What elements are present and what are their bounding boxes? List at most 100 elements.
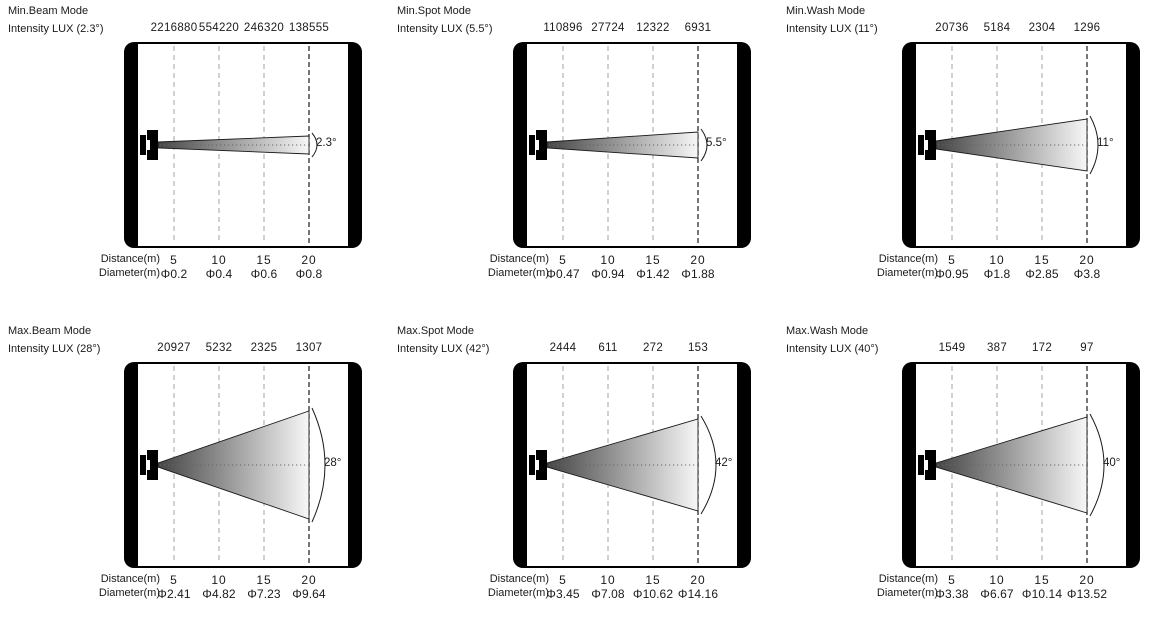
distance-label: Distance(m) (878, 573, 938, 585)
intensity-values: 2444 611 272 153 (389, 342, 778, 356)
beam-angle-label: 42° (715, 457, 733, 469)
panel-title: Min.Spot Mode (397, 5, 471, 17)
beam-angle-label: 28° (324, 457, 342, 469)
intensity-value: 272 (642, 342, 664, 354)
diameter-value: Φ2.85 (1025, 267, 1059, 281)
diameter-value: Φ7.23 (247, 587, 281, 601)
diameter-value: Φ0.95 (935, 267, 969, 281)
beam-diagram: 28° (124, 362, 362, 568)
panel-title: Min.Wash Mode (786, 5, 866, 17)
diameter-value: Φ3.8 (1073, 267, 1101, 281)
diameter-value: Φ6.67 (980, 587, 1014, 601)
diameter-value: Φ2.41 (157, 587, 191, 601)
beam-svg (918, 366, 1105, 564)
intensity-values: 2216880 554220 246320 138555 (0, 22, 389, 36)
diameter-value: Φ4.82 (202, 587, 236, 601)
diameter-row: Diameter(m) Φ3.38 Φ6.67 Φ10.14 Φ13.52 (778, 587, 1166, 601)
beam-diagram: 5.5° (513, 42, 751, 248)
intensity-value: 27724 (591, 22, 625, 34)
distance-value: 15 (645, 253, 661, 267)
intensity-value: 5184 (983, 22, 1011, 34)
intensity-value: 172 (1031, 342, 1053, 354)
diameter-label: Diameter(m) (487, 267, 549, 279)
distance-label: Distance(m) (100, 253, 160, 265)
intensity-value: 387 (986, 342, 1008, 354)
intensity-value: 153 (687, 342, 709, 354)
intensity-values: 110896 27724 12322 6931 (389, 22, 778, 36)
beam-mode-panel: Min.Wash Mode Intensity LUX (11°) 20736 5… (778, 0, 1166, 320)
distance-value: 5 (559, 253, 567, 267)
distance-value: 10 (211, 253, 227, 267)
intensity-value: 554220 (198, 22, 240, 34)
intensity-value: 5232 (205, 342, 233, 354)
beam-svg (918, 46, 1099, 244)
beam-mode-panel: Min.Spot Mode Intensity LUX (5.5°) 11089… (389, 0, 778, 320)
intensity-label: Intensity LUX (5.5°) (397, 23, 493, 35)
beam-svg (529, 366, 717, 564)
beam-mode-panel: Min.Beam Mode Intensity LUX (2.3°) 22168… (0, 0, 389, 320)
distance-value: 5 (170, 573, 178, 587)
diameter-value: Φ7.08 (591, 587, 625, 601)
distance-label: Distance(m) (489, 253, 549, 265)
intensity-value: 138555 (288, 22, 330, 34)
panel-title: Max.Wash Mode (786, 325, 869, 337)
diameter-value: Φ0.4 (205, 267, 233, 281)
beam-angle-label: 5.5° (706, 137, 727, 149)
intensity-value: 246320 (243, 22, 285, 34)
intensity-values: 1549 387 172 97 (778, 342, 1166, 356)
distance-value: 20 (301, 253, 317, 267)
diameter-value: Φ0.2 (160, 267, 188, 281)
diameter-row: Diameter(m) Φ0.95 Φ1.8 Φ2.85 Φ3.8 (778, 267, 1166, 281)
distance-row: Distance(m) 5 10 15 20 (389, 253, 778, 267)
distance-value: 15 (1034, 573, 1050, 587)
beam-diagram: 11° (902, 42, 1140, 248)
intensity-value: 110896 (543, 22, 583, 34)
diameter-value: Φ1.8 (983, 267, 1011, 281)
beam-diagram: 2.3° (124, 42, 362, 248)
distance-value: 15 (256, 573, 272, 587)
intensity-label: Intensity LUX (2.3°) (8, 23, 104, 35)
diameter-value: Φ1.88 (681, 267, 715, 281)
diameter-value: Φ0.47 (546, 267, 580, 281)
panel-title: Max.Beam Mode (8, 325, 92, 337)
diameter-row: Diameter(m) Φ2.41 Φ4.82 Φ7.23 Φ9.64 (0, 587, 389, 601)
distance-value: 20 (1079, 253, 1095, 267)
intensity-value: 97 (1080, 342, 1094, 354)
beam-mode-panel: Max.Beam Mode Intensity LUX (28°) 20927 5… (0, 320, 389, 623)
beam-svg (140, 46, 318, 244)
distance-value: 10 (211, 573, 227, 587)
distance-value: 5 (948, 253, 956, 267)
intensity-value: 12322 (636, 22, 670, 34)
diameter-value: Φ0.6 (250, 267, 278, 281)
distance-value: 5 (948, 573, 956, 587)
panel-title: Min.Beam Mode (8, 5, 89, 17)
intensity-label: Intensity LUX (28°) (8, 343, 101, 355)
diameter-value: Φ0.8 (295, 267, 323, 281)
intensity-values: 20736 5184 2304 1296 (778, 22, 1166, 36)
diameter-value: Φ9.64 (292, 587, 326, 601)
beam-diagram: 40° (902, 362, 1140, 568)
diameter-label: Diameter(m) (98, 587, 160, 599)
distance-label: Distance(m) (100, 573, 160, 585)
intensity-label: Intensity LUX (11°) (786, 23, 878, 35)
diameter-label: Diameter(m) (876, 267, 938, 279)
beam-svg (140, 366, 326, 564)
diameter-value: Φ14.16 (677, 587, 719, 601)
diameter-label: Diameter(m) (98, 267, 160, 279)
intensity-value: 2304 (1028, 22, 1056, 34)
distance-value: 5 (559, 573, 567, 587)
distance-value: 20 (301, 573, 317, 587)
beam-svg (529, 46, 708, 244)
intensity-value: 2216880 (150, 22, 198, 34)
panel-title: Max.Spot Mode (397, 325, 475, 337)
diameter-label: Diameter(m) (876, 587, 938, 599)
distance-row: Distance(m) 5 10 15 20 (778, 253, 1166, 267)
diameter-value: Φ13.52 (1066, 587, 1108, 601)
intensity-value: 2325 (250, 342, 278, 354)
diameter-value: Φ1.42 (636, 267, 670, 281)
diameter-value: Φ10.62 (632, 587, 674, 601)
distance-row: Distance(m) 5 10 15 20 (778, 573, 1166, 587)
diameter-value: Φ3.38 (935, 587, 969, 601)
intensity-value: 611 (598, 342, 618, 354)
